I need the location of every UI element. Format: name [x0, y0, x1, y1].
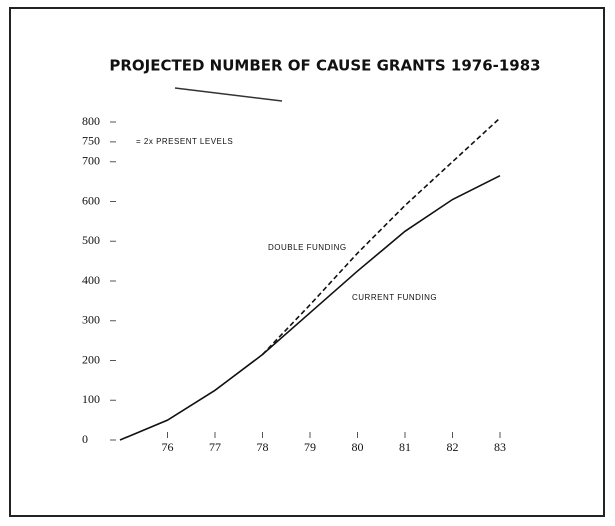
- y-tick-label: 0: [82, 432, 88, 446]
- series-line: [119, 174, 501, 441]
- y-tick-label: 800: [82, 114, 100, 128]
- y-tick-label: 200: [82, 352, 100, 366]
- y-tick-label: 500: [82, 233, 100, 247]
- x-tick-label: 82: [447, 440, 459, 454]
- scan-mark: [174, 87, 283, 102]
- x-tick-label: 76: [162, 440, 174, 454]
- series-line: [261, 117, 501, 356]
- x-tick-label: 79: [304, 440, 316, 454]
- x-tick-label: 77: [209, 440, 221, 454]
- annotation: = 2x PRESENT LEVELS: [136, 137, 233, 146]
- series-label: CURRENT FUNDING: [352, 293, 437, 302]
- y-tick-label: 700: [82, 154, 100, 168]
- y-tick-label: 100: [82, 392, 100, 406]
- x-tick-label: 78: [257, 440, 269, 454]
- x-tick-label: 80: [352, 440, 364, 454]
- frame: [9, 7, 605, 517]
- y-tick-label: 750: [82, 134, 100, 148]
- chart-title: PROJECTED NUMBER OF CAUSE GRANTS 1976-19…: [109, 57, 540, 75]
- x-tick-label: 83: [494, 440, 506, 454]
- y-tick-label: 400: [82, 273, 100, 287]
- y-tick-label: 300: [82, 313, 100, 327]
- x-tick-label: 81: [399, 440, 411, 454]
- y-tick-label: 600: [82, 193, 100, 207]
- series-label: DOUBLE FUNDING: [268, 243, 347, 252]
